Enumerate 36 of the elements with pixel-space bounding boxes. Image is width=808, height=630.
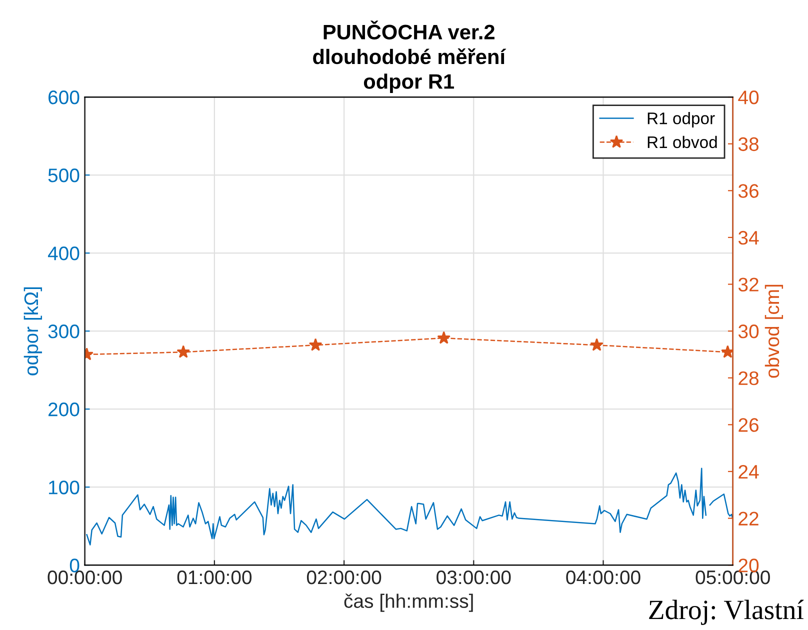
point bbox=[721, 345, 733, 358]
y2-tick-label: 40 bbox=[738, 90, 759, 104]
x-tick-label: 03:00:00 bbox=[436, 570, 511, 584]
y-tick-label: 400 bbox=[48, 246, 80, 260]
y2-tick-label: 36 bbox=[738, 184, 758, 198]
y2-tick-label: 30 bbox=[738, 324, 759, 338]
y-tick-label: 500 bbox=[48, 168, 80, 182]
y2-tick-label: 24 bbox=[738, 464, 759, 479]
y-tick-label: 200 bbox=[48, 402, 80, 416]
x-tick-label: 01:00:00 bbox=[177, 570, 252, 584]
legend-label: R1 obvod bbox=[648, 136, 717, 148]
x-tick-label: 00:00:00 bbox=[48, 570, 122, 584]
y2-tick-label: 26 bbox=[738, 418, 758, 432]
point bbox=[590, 338, 604, 351]
x-axis-title: čas [hh:mm:ss] bbox=[344, 594, 473, 612]
y2-tick-label: 20 bbox=[738, 558, 759, 572]
y-tick-label: 100 bbox=[49, 480, 80, 494]
y2-tick-label: 32 bbox=[738, 278, 758, 292]
point bbox=[308, 338, 322, 351]
y2-tick-label: 22 bbox=[738, 512, 758, 526]
point bbox=[437, 331, 450, 344]
text: Zdroj: Vlastní bbox=[649, 600, 804, 625]
legend-label: R1 odpor bbox=[648, 112, 715, 128]
x-tick-label: 05:00:00 bbox=[696, 570, 770, 584]
y2-tick-label: 34 bbox=[738, 230, 759, 245]
y2-tick-label: 38 bbox=[738, 137, 758, 152]
y-axis-title: odpor [kΩ] bbox=[24, 287, 42, 376]
x-tick-label: 02:00:00 bbox=[306, 570, 382, 584]
x-tick-label: 04:00:00 bbox=[566, 570, 640, 584]
y-tick-label: 600 bbox=[48, 90, 80, 104]
y-tick-label: 300 bbox=[48, 324, 80, 338]
chart-title: PUNČOCHA ver.2 dlouhodobé měření odpor R1 bbox=[313, 20, 506, 94]
point bbox=[176, 345, 190, 358]
y2-axis-title: obvod [cm] bbox=[764, 284, 784, 378]
y-tick-label: 0 bbox=[70, 558, 80, 572]
y2-tick-label: 28 bbox=[738, 371, 758, 386]
